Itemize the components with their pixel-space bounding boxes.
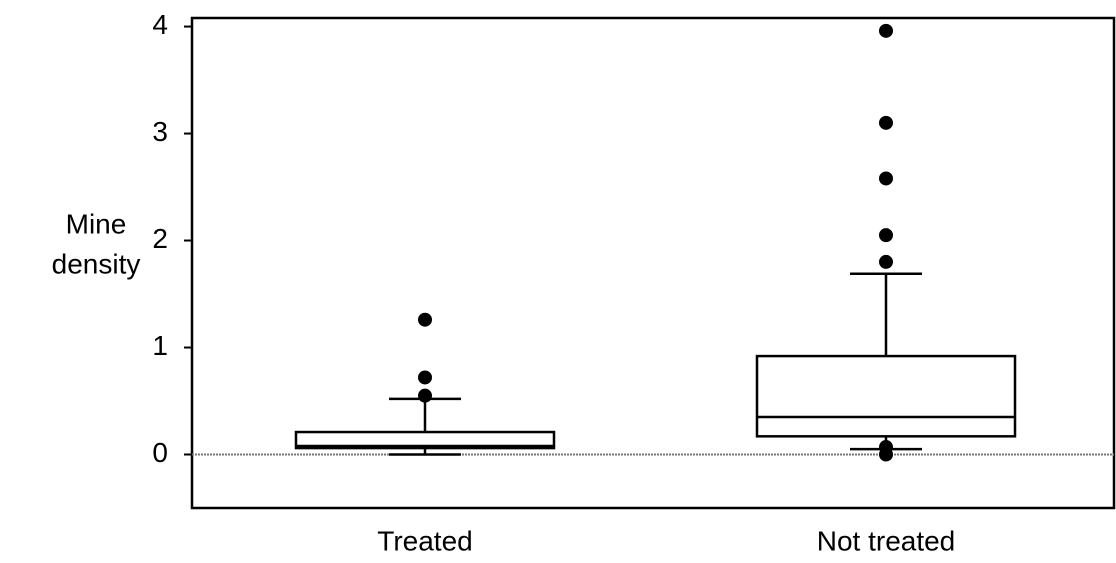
- y-tick-label: 0: [152, 437, 168, 468]
- y-tick-label: 1: [152, 330, 168, 361]
- outlier: [418, 370, 432, 385]
- outlier: [879, 171, 893, 186]
- y-tick-label: 2: [152, 223, 168, 254]
- y-tick-label: 4: [152, 9, 168, 40]
- outlier: [879, 447, 893, 462]
- outlier: [418, 312, 432, 327]
- y-axis-label: density: [52, 248, 141, 279]
- box: [294, 430, 556, 450]
- x-tick-label: Treated: [377, 525, 472, 556]
- box: [755, 354, 1017, 438]
- y-tick-label: 3: [152, 116, 168, 147]
- y-axis-label: Mine: [66, 208, 127, 239]
- outlier: [879, 228, 893, 243]
- x-tick-label: Not treated: [817, 525, 956, 556]
- outlier: [879, 115, 893, 130]
- outlier: [418, 388, 432, 403]
- outlier: [879, 254, 893, 269]
- plot-frame: [190, 16, 1116, 510]
- outlier: [879, 23, 893, 38]
